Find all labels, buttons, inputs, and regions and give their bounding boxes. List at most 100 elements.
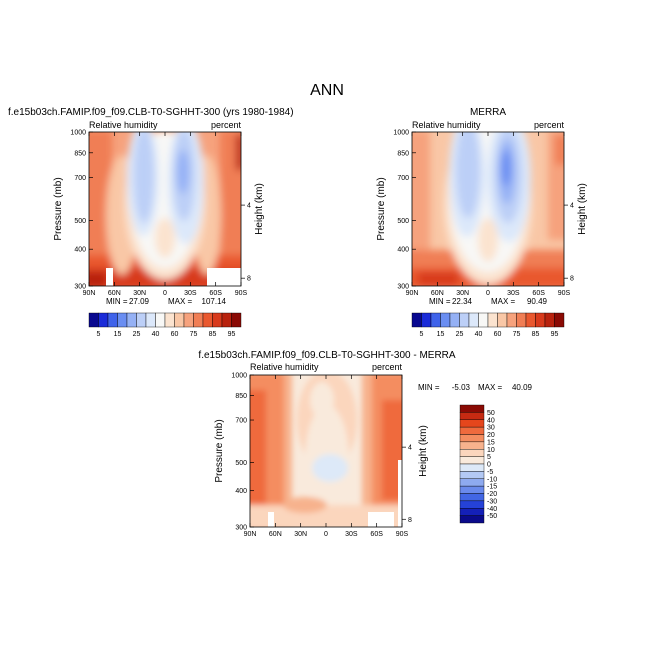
panel-diff-colorbar-swatch [459,456,485,465]
panel-merra-colorbar-swatch [525,312,536,328]
panel-merra-xtick-label: 90S [558,290,571,297]
panel-merra-colorbar-swatch [421,312,432,328]
panel-model-colorbar: 5 15 25 40 60 75 85 95 [88,312,242,338]
panel-diff-colorbar-swatch [459,434,485,443]
panel-merra-right-label: percent [534,120,565,130]
panel-diff-colorbar-swatch [459,426,485,435]
panel-merra-colorbar-swatch [440,312,451,328]
panel-model-colorbar-swatch [126,312,137,328]
panel-model-colorbar-label: 75 [190,331,198,338]
panel-diff-y2tick-label: 4 [408,445,412,452]
panel-model-colorbar-swatch [164,312,175,328]
panel-merra: MERRA Relative humidity percent [376,107,588,338]
panel-merra-colorbar-swatch [544,312,555,328]
panel-model-xtick-label: 30N [133,290,146,297]
panel-model-colorbar-label: 40 [152,331,160,338]
panel-diff-min-value: -5.03 [452,383,471,392]
panel-diff-colorbar-swatch [459,493,485,502]
panel-model-ytick-label: 700 [74,175,86,182]
panel-diff-ytick-label: 400 [235,488,247,495]
panel-model-xtick-label: 60S [209,290,222,297]
panel-diff-colorbar-swatch [459,449,485,457]
panel-diff-ytick-label: 1000 [231,373,247,380]
panel-model-min-value: 27.09 [129,297,150,306]
panel-diff-ytick-label: 300 [235,525,247,532]
panel-model-axes: Pressure (mb) Height (km) 90N 60N 30N 0 30S 6… [53,130,265,298]
panel-model-colorbar-label: 5 [97,331,101,338]
panel-merra-ytick-label: 500 [397,218,409,225]
panel-model-min-label: MIN = [106,297,128,306]
panel-diff-colorbar-swatch [459,478,485,487]
panel-diff-ytick-label: 700 [235,418,247,425]
panel-diff-colorbar-swatch [459,412,485,420]
panel-diff-colorbar-label: 0 [487,462,491,469]
panel-merra-colorbar-label: 60 [494,331,502,338]
panel-merra-colorbar-label: 40 [475,331,483,338]
panel-diff-xtick-label: 60N [269,531,282,538]
panel-diff-colorbar-label: 15 [487,439,495,446]
panel-merra-colorbar-swatch [516,312,527,328]
panel-model-ytick-label: 1000 [70,130,86,137]
panel-diff-colorbar-label: -5 [487,469,493,476]
panel-diff-xtick-label: 0 [324,531,328,538]
panel-merra-colorbar-swatch [411,312,422,328]
panel-diff-y2label: Height (km) [418,425,429,477]
panel-model-colorbar-label: 25 [133,331,141,338]
panel-merra-y2tick-label: 4 [570,203,574,210]
panel-merra-ytick-label: 300 [397,284,409,291]
panel-diff-left-label: Relative humidity [250,362,319,372]
panel-model-colorbar-swatch [98,312,109,328]
panel-diff-contour-field [250,375,402,527]
panel-diff-colorbar-swatch [459,508,485,516]
panel-model-colorbar-swatch [107,312,118,328]
panel-diff-colorbar-swatch [459,485,485,494]
panel-merra-xtick-label: 60S [532,290,545,297]
panel-merra-y2label: Height (km) [577,183,588,235]
panel-model-xtick-label: 30S [184,290,197,297]
panel-diff-colorbar-swatch [459,404,485,413]
panel-model-ytick-label: 850 [74,150,86,157]
panel-diff-xtick-label: 30N [294,531,307,538]
panel-diff-colorbar-swatch [459,515,485,524]
panel-model-y2label: Height (km) [254,183,265,235]
panel-diff-xtick-label: 30S [345,531,358,538]
panel-model-colorbar-swatch [183,312,194,328]
panel-model-colorbar-label: 15 [114,331,122,338]
panel-diff-colorbar-label: -40 [487,506,497,513]
panel-model-colorbar-swatch [145,312,156,328]
panel-model-colorbar-label: 60 [171,331,179,338]
panel-diff-ytick-label: 850 [235,393,247,400]
panel-diff-colorbar-swatch [459,463,485,472]
panel-diff-axes: Pressure (mb) Height (km) 90N 60N 30N 0 30S 6… [214,373,429,539]
panel-model-ytick-label: 300 [74,284,86,291]
panel-diff-title: f.e15b03ch.FAMIP.f09_f09.CLB-T0-SGHHT-30… [198,350,455,361]
panel-diff-y2tick-label: 8 [408,517,412,524]
panel-model-colorbar-swatch [221,312,232,328]
panel-model-max-value: 107.14 [202,297,227,306]
panel-merra-ytick-label: 700 [397,175,409,182]
panel-merra-title: MERRA [470,107,506,118]
panel-diff-colorbar-label: 30 [487,425,495,432]
panel-model-xtick-label: 0 [163,290,167,297]
panel-merra-ytick-label: 1000 [393,130,409,137]
panel-model-ylabel: Pressure (mb) [53,177,64,240]
panel-model-colorbar-swatch [136,312,147,328]
panel-diff-colorbar-label: -15 [487,484,497,491]
panel-merra-ylabel: Pressure (mb) [376,177,387,240]
panel-diff-colorbar-label: -10 [487,476,497,483]
panel-merra-colorbar-swatch [449,312,460,328]
panel-merra-colorbar: 5 15 25 40 60 75 85 95 [411,312,565,338]
panel-merra-contour-field [412,132,564,286]
panel-diff-xtick-label: 60S [370,531,383,538]
panel-merra-colorbar-swatch [506,312,517,328]
panel-model-title: f.e15b03ch.FAMIP.f09_f09.CLB-T0-SGHHT-30… [8,107,294,118]
panel-diff-max-label: MAX = [478,383,503,392]
panel-model-left-label: Relative humidity [89,120,158,130]
panel-diff-colorbar-label: 20 [487,432,495,439]
panel-merra-max-label: MAX = [491,297,516,306]
panel-merra-colorbar-swatch [497,312,508,328]
panel-diff-max-value: 40.09 [512,383,533,392]
panel-diff-min-label: MIN = [418,383,440,392]
panel-model-ytick-label: 400 [74,247,86,254]
